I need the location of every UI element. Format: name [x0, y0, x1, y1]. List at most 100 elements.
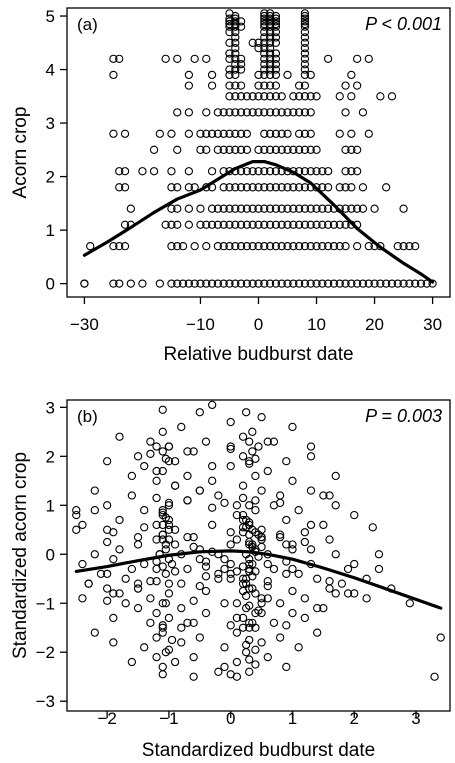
- data-point: [294, 279, 304, 288]
- data-point: [335, 129, 344, 138]
- data-point: [300, 528, 309, 537]
- data-point: [271, 49, 281, 58]
- data-point: [289, 108, 298, 117]
- data-point: [289, 183, 298, 192]
- data-point: [341, 220, 350, 229]
- data-point: [238, 481, 248, 490]
- data-point: [271, 33, 281, 42]
- data-point: [260, 220, 269, 229]
- data-point: [325, 491, 334, 500]
- data-point: [257, 412, 266, 422]
- data-point: [300, 204, 310, 213]
- data-point: [265, 38, 275, 47]
- data-point: [260, 54, 269, 63]
- data-point: [90, 486, 99, 495]
- data-point: [352, 167, 362, 176]
- data-point: [225, 129, 234, 138]
- data-point: [242, 204, 252, 213]
- data-point: [300, 594, 309, 603]
- data-point: [248, 38, 257, 47]
- data-point: [306, 145, 315, 154]
- data-point: [225, 49, 234, 58]
- data-point: [207, 167, 217, 176]
- data-point: [294, 220, 304, 229]
- data-point: [140, 506, 149, 515]
- data-point: [183, 471, 192, 481]
- data-point: [226, 528, 235, 537]
- data-point: [241, 574, 251, 583]
- data-point: [319, 604, 328, 613]
- data-point: [232, 599, 242, 608]
- data-point: [226, 461, 235, 471]
- p-value-annotation: P = 0.003: [365, 406, 442, 426]
- data-point: [300, 81, 310, 90]
- data-point: [219, 242, 228, 251]
- data-point: [201, 437, 211, 446]
- data-point: [236, 220, 246, 229]
- data-point: [399, 242, 408, 251]
- data-point: [146, 437, 155, 446]
- data-point: [275, 633, 285, 642]
- data-point: [242, 279, 252, 288]
- data-point: [337, 579, 347, 588]
- data-point: [329, 242, 339, 251]
- data-point: [219, 183, 228, 192]
- data-point: [275, 532, 285, 542]
- data-point: [251, 645, 260, 654]
- data-point: [236, 81, 246, 90]
- data-point: [251, 623, 260, 632]
- data-point: [325, 584, 334, 593]
- data-point: [236, 65, 246, 74]
- data-point: [300, 33, 310, 42]
- data-point: [214, 491, 223, 500]
- data-point: [213, 204, 223, 213]
- data-point: [220, 662, 229, 672]
- data-point: [238, 432, 248, 441]
- data-point: [306, 204, 315, 213]
- data-point: [331, 550, 340, 559]
- data-point: [238, 574, 248, 583]
- data-point: [271, 70, 281, 80]
- data-point: [331, 501, 340, 510]
- data-point: [306, 220, 315, 229]
- data-point: [254, 279, 263, 288]
- data-point: [318, 279, 327, 288]
- data-point: [225, 54, 234, 63]
- data-point: [164, 520, 174, 530]
- data-point: [300, 92, 310, 101]
- data-point: [238, 613, 248, 623]
- data-point: [294, 506, 303, 515]
- data-point: [242, 220, 252, 229]
- data-point: [158, 670, 167, 679]
- data-point: [312, 167, 321, 176]
- data-point: [269, 618, 279, 627]
- data-point: [387, 92, 397, 101]
- data-point: [138, 167, 147, 176]
- data-point: [248, 92, 257, 101]
- data-point: [271, 60, 281, 69]
- data-point: [312, 220, 321, 229]
- data-point: [184, 183, 194, 192]
- data-point: [257, 535, 266, 544]
- data-point: [164, 613, 174, 623]
- data-point: [183, 564, 192, 574]
- data-point: [300, 242, 310, 251]
- data-point: [183, 618, 192, 627]
- data-point: [133, 452, 143, 461]
- data-point: [277, 279, 286, 288]
- data-point: [393, 242, 402, 251]
- data-point: [254, 70, 263, 80]
- data-point: [282, 569, 291, 579]
- data-point: [347, 70, 356, 80]
- data-point: [405, 599, 414, 608]
- data-point: [158, 427, 167, 436]
- data-point: [254, 183, 263, 192]
- y-tick-label: 3: [46, 114, 55, 133]
- data-point: [173, 279, 182, 288]
- data-point: [225, 279, 234, 288]
- data-point: [288, 586, 297, 596]
- data-point: [152, 633, 161, 642]
- data-point: [341, 242, 350, 251]
- data-point: [173, 183, 182, 192]
- data-point: [364, 279, 373, 288]
